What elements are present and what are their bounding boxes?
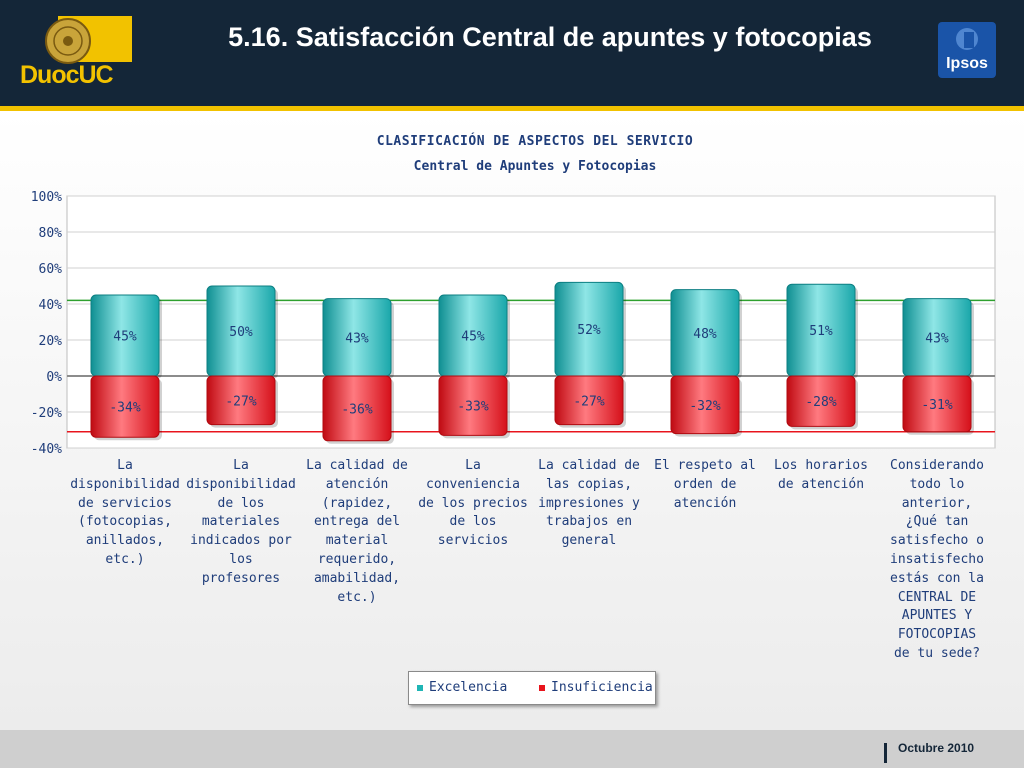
- data-label-excelencia: 43%: [345, 331, 369, 346]
- data-label-excelencia: 43%: [925, 331, 949, 346]
- data-label-insuficiencia: -31%: [921, 398, 952, 413]
- data-label-excelencia: 52%: [577, 323, 601, 338]
- slide-footer: [0, 730, 1024, 768]
- y-tick-label: 60%: [39, 262, 63, 277]
- legend-label-excelencia: Excelencia: [429, 680, 508, 695]
- x-category-label: El respeto al orden de atención: [654, 458, 756, 511]
- data-label-excelencia: 48%: [693, 327, 717, 342]
- data-label-insuficiencia: -36%: [341, 402, 372, 417]
- ipsos-logo: Ipsos: [938, 22, 996, 78]
- y-tick-label: 100%: [31, 190, 62, 205]
- data-label-excelencia: 45%: [461, 330, 485, 345]
- bar-insuficiencia: [786, 375, 856, 427]
- data-label-insuficiencia: -32%: [689, 399, 720, 414]
- duoc-uc-logo: [18, 16, 136, 92]
- slide-header: DuocUC 5.16. Satisfacción Central de apu…: [0, 0, 1024, 106]
- legend-item-excelencia: Excelencia: [417, 680, 507, 695]
- legend-item-insuficiencia: Insuficiencia: [539, 680, 653, 695]
- x-category-label: La disponibilidad de los materiales indicado…: [186, 458, 296, 586]
- legend-swatch-excelencia: [417, 684, 423, 691]
- x-category-label: La conveniencia de los precios de los servic…: [418, 458, 528, 549]
- data-label-excelencia: 45%: [113, 330, 137, 345]
- y-tick-label: 80%: [39, 226, 63, 241]
- x-category-label: La calidad de atención (rapidez, entrega de…: [306, 458, 408, 605]
- chart-title: CLASIFICACIÓN DE ASPECTOS DEL SERVICIO: [376, 134, 694, 149]
- bar-insuficiencia: [322, 375, 392, 442]
- legend-label-insuficiencia: Insuficiencia: [551, 680, 653, 695]
- footer-divider: [884, 743, 887, 763]
- bar-insuficiencia: [438, 375, 508, 436]
- legend: Excelencia Insuficiencia: [408, 671, 656, 705]
- footer-date: Octubre 2010: [898, 741, 975, 755]
- ipsos-head-icon: [956, 28, 978, 50]
- x-category-label: La disponibilidad de servicios (fotocopias,…: [70, 458, 180, 567]
- data-label-insuficiencia: -28%: [805, 395, 836, 410]
- data-label-excelencia: 50%: [229, 325, 253, 340]
- bar-insuficiencia: [670, 375, 740, 435]
- bar-insuficiencia: [206, 375, 276, 426]
- y-tick-label: -40%: [31, 442, 62, 457]
- y-tick-label: -20%: [31, 406, 62, 421]
- y-tick-label: 0%: [46, 370, 62, 385]
- ipsos-logo-text: Ipsos: [946, 55, 988, 72]
- legend-swatch-insuficiencia: [539, 684, 545, 691]
- y-tick-label: 40%: [39, 298, 63, 313]
- page-title: 5.16. Satisfacción Central de apuntes y …: [228, 22, 872, 52]
- y-tick-label: 20%: [39, 334, 63, 349]
- bar-insuficiencia: [902, 375, 972, 433]
- duoc-uc-logo-text: DuocUC: [20, 61, 114, 89]
- x-category-label: Los horarios de atención: [774, 458, 868, 492]
- data-label-insuficiencia: -33%: [457, 400, 488, 415]
- bar-insuficiencia: [90, 375, 160, 438]
- data-label-insuficiencia: -34%: [109, 401, 140, 416]
- x-category-label: Considerando todo lo anterior, ¿Qué tan sati…: [890, 458, 984, 661]
- data-label-excelencia: 51%: [809, 324, 833, 339]
- chart-subtitle: Central de Apuntes y Fotocopias: [413, 159, 657, 174]
- bar-insuficiencia: [554, 375, 624, 426]
- header-accent-line: [0, 106, 1024, 111]
- data-label-insuficiencia: -27%: [225, 394, 256, 409]
- duoc-seal-icon: [45, 16, 132, 64]
- x-category-label: La calidad de las copias, impresiones y tra…: [538, 458, 640, 549]
- data-label-insuficiencia: -27%: [573, 394, 604, 409]
